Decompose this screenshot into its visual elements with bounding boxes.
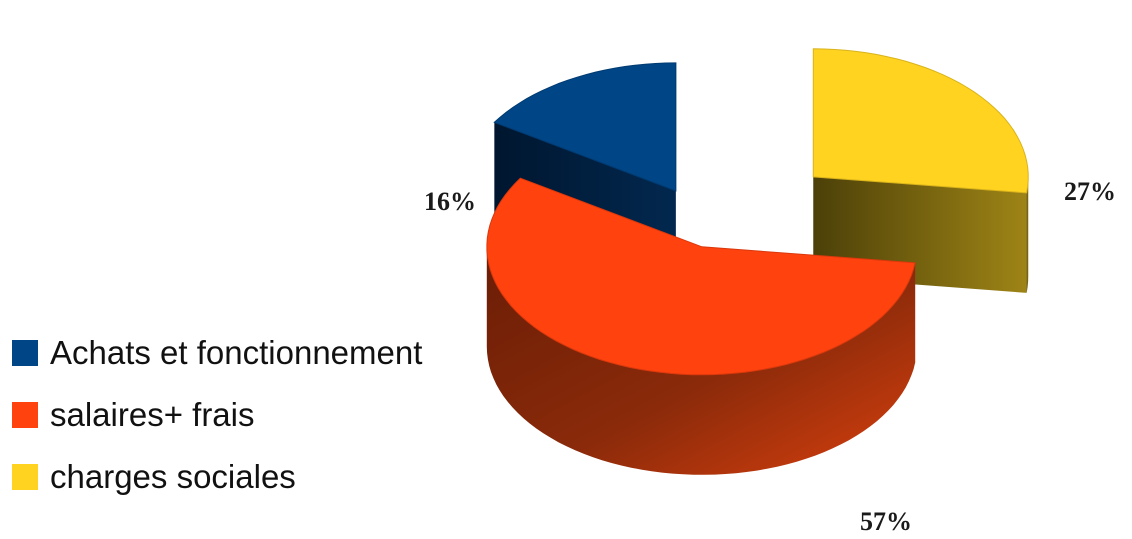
legend-label-achats: Achats et fonctionnement (50, 334, 423, 371)
slice-top-charges (812, 48, 1029, 194)
pie-slices (486, 48, 1029, 475)
legend-label-salaires: salaires+ frais (50, 396, 255, 433)
data-label-charges: 27% (1064, 177, 1116, 206)
slice-rim-salaires (486, 246, 916, 475)
legend-item-salaires: salaires+ frais (12, 384, 422, 446)
legend-swatch-salaires (12, 402, 38, 428)
legend-label-charges: charges sociales (50, 458, 296, 495)
chart-legend: Achats et fonctionnement salaires+ frais… (12, 322, 422, 508)
legend-item-charges: charges sociales (12, 446, 422, 508)
legend-swatch-achats (12, 340, 38, 366)
slice-top-achats (493, 62, 677, 192)
legend-item-achats: Achats et fonctionnement (12, 322, 422, 384)
slice-top-salaires (486, 177, 916, 376)
legend-swatch-charges (12, 464, 38, 490)
pie-slice-charges (812, 48, 1029, 293)
slice-rim-charges (1026, 176, 1029, 293)
data-label-achats: 16% (424, 187, 476, 216)
data-label-salaires: 57% (860, 507, 912, 536)
pie-slice-salaires (486, 177, 916, 475)
